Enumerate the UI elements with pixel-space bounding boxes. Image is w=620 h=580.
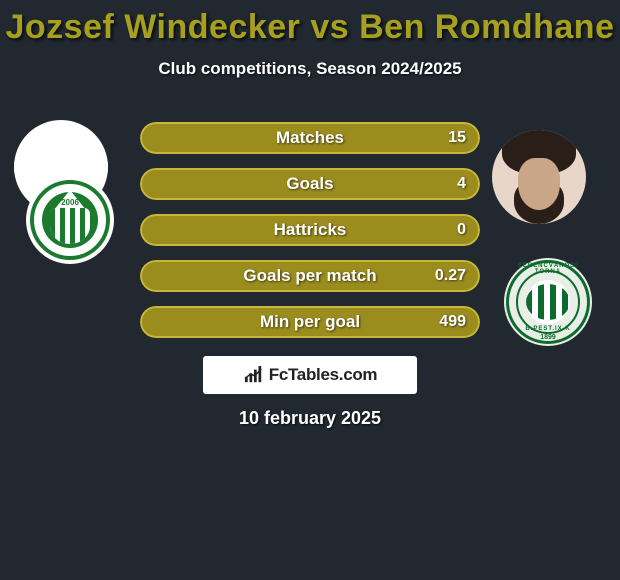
club-left-crest: 2006 1862 [26,176,114,264]
right-crest-side-text: B.PEST.IX.K [504,326,592,332]
player-right-photo [492,130,586,224]
subtitle: Club competitions, Season 2024/2025 [0,59,620,79]
date-text: 10 february 2025 [0,408,620,429]
stat-bar: Min per goal 499 [140,306,480,338]
stat-label: Matches [276,128,344,148]
player-right-face [492,130,586,224]
page-title: Jozsef Windecker vs Ben Romdhane [0,0,620,47]
brand-chart-icon [243,366,265,384]
stat-value: 0 [457,221,466,239]
brand-badge: FcTables.com [203,356,417,394]
stat-label: Goals per match [243,266,376,286]
stat-bar: Goals per match 0.27 [140,260,480,292]
stat-value: 4 [457,175,466,193]
stat-bar: Hattricks 0 [140,214,480,246]
club-right-crest: FERENCVÁROSI TORNA B.PEST.IX.K 1899 [504,258,592,346]
stat-value: 499 [439,313,466,331]
left-crest-year-bottom: 1862 [26,247,114,256]
left-crest-year-top: 2006 [26,198,114,207]
stat-value: 15 [448,129,466,147]
stat-label: Hattricks [274,220,347,240]
stat-label: Min per goal [260,312,360,332]
right-crest-year: 1899 [504,334,592,341]
stat-bar: Matches 15 [140,122,480,154]
stat-value: 0.27 [435,267,466,285]
brand-text: FcTables.com [269,365,378,385]
stat-label: Goals [286,174,333,194]
stat-bar: Goals 4 [140,168,480,200]
stats-bars: Matches 15 Goals 4 Hattricks 0 Goals per match… [140,122,480,352]
